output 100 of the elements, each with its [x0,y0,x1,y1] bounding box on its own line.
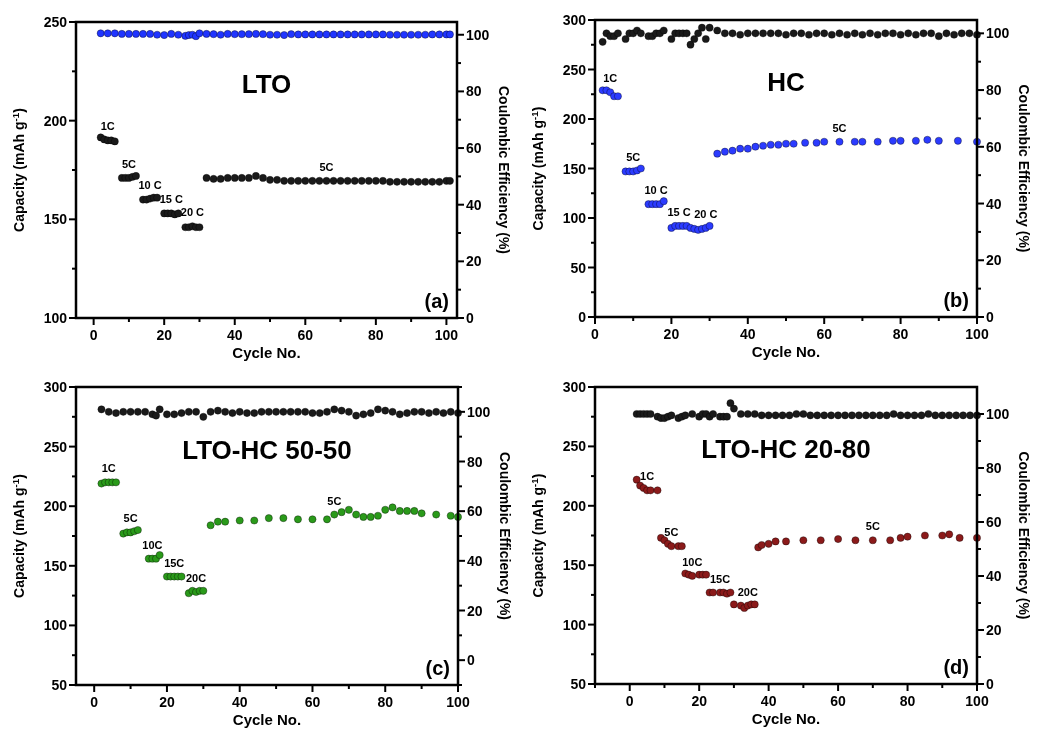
y-tick-label: 300 [562,379,587,395]
x-tick-label: 20 [691,693,708,709]
y-tick-label: 100 [562,210,587,226]
x-tick-label: 80 [368,327,384,343]
annotation: (b) [943,289,969,311]
x-axis-title: Cycle No. [751,710,821,727]
y2-tick-label: 80 [466,83,482,100]
y2-axis-title: Coulombic Efficiency (%) [497,451,513,621]
y2-tick-label: 20 [986,252,1002,269]
y2-tick-label: 20 [986,622,1002,638]
y-tick-label: 150 [562,557,587,574]
x-tick-label: 100 [434,327,459,343]
y2-tick-label: 0 [986,676,994,692]
annotation: 5C [626,151,641,164]
x-tick-label: 0 [625,693,634,709]
x-tick-label: 60 [297,327,314,343]
y-tick-label: 250 [562,438,587,455]
y2-tick-label: 20 [466,253,482,270]
annotation: 10C [682,555,703,568]
y2-tick-label: 100 [466,26,490,43]
annotation: 15 C [159,193,183,206]
y2-tick-label: 0 [467,652,475,669]
annotation: 5C [123,512,138,525]
y2-tick-label: 80 [986,460,1002,476]
x-tick-label: 0 [591,326,600,342]
annotation: 1C [100,120,115,133]
x-tick-label: 20 [159,694,175,710]
annotation: 5C [319,160,334,173]
annotation: 15C [164,556,185,569]
y-tick-label: 250 [43,14,68,30]
annotation: (d) [943,656,969,678]
annotation: 10C [142,538,163,551]
y2-tick-label: 60 [466,140,482,157]
y-tick-label: 300 [562,12,587,28]
y-tick-label: 200 [562,111,587,127]
text: LTO-HC 20-80 [701,434,871,465]
annotation: 1C [640,470,655,483]
x-tick-label: 60 [830,693,847,709]
annotation: 1C [603,72,618,85]
annotation: 10 C [644,184,668,197]
y-tick-label: 100 [43,310,68,326]
y2-tick-label: 100 [986,25,1010,42]
y-tick-label: 0 [578,309,587,325]
x-tick-label: 40 [760,693,777,709]
x-tick-label: 80 [892,326,909,342]
annotation: (a) [424,290,449,312]
annotation: 5C [832,121,847,134]
text: HC [767,67,805,98]
annotation: 5C [664,526,679,539]
y-tick-label: 50 [570,676,587,692]
y2-tick-label: 40 [466,196,482,213]
x-tick-label: 80 [377,694,394,710]
annotation: 20C [737,585,758,598]
x-tick-label: 0 [89,327,98,343]
y-tick-label: 150 [562,160,587,177]
y2-tick-label: 100 [986,406,1010,422]
annotation: 20 C [180,206,205,219]
annotation: 10 C [138,178,162,191]
x-tick-label: 100 [446,694,470,710]
annotation: 20 C [694,207,718,220]
y-tick-label: 100 [562,616,587,633]
y-tick-label: 200 [562,497,587,514]
x-tick-label: 20 [663,326,680,342]
annotation: 15C [709,572,731,585]
y-tick-label: 200 [43,112,68,129]
x-tick-label: 100 [965,693,989,709]
y2-tick-label: 60 [467,503,483,520]
x-axis-title: Cycle No. [751,343,821,360]
x-tick-label: 100 [965,326,989,342]
y-tick-label: 250 [43,438,68,455]
annotation: 5C [121,157,136,170]
y-tick-label: 100 [43,617,68,634]
text: LTO [241,69,292,100]
x-tick-label: 60 [816,326,833,342]
y2-tick-label: 60 [986,514,1002,530]
y-tick-label: 50 [51,677,68,693]
x-tick-label: 20 [156,327,173,343]
x-axis-title: Cycle No. [232,711,302,728]
text: LTO-HC 50-50 [182,434,352,465]
y2-tick-label: 0 [466,310,474,326]
y2-axis-title: Coulombic Efficiency (%) [1016,84,1032,253]
y2-tick-label: 100 [467,403,491,420]
y-tick-label: 250 [562,61,587,78]
y-tick-label: 150 [43,557,68,574]
y2-tick-label: 0 [986,309,994,325]
x-tick-label: 80 [899,693,916,709]
y-tick-label: 150 [43,211,68,228]
y2-tick-label: 20 [467,602,483,619]
y2-tick-label: 60 [986,138,1002,155]
annotation: 5C [327,494,342,507]
x-tick-label: 0 [90,694,99,710]
x-tick-label: 40 [231,694,248,710]
y2-axis-title: Coulombic Efficiency (%) [496,85,512,255]
y2-tick-label: 40 [467,552,483,569]
x-tick-label: 40 [740,326,756,342]
annotation: 15 C [667,205,691,218]
annotation: 5C [865,520,880,533]
annotation: (c) [425,657,450,679]
y2-tick-label: 80 [986,82,1002,99]
x-tick-label: 40 [226,327,243,343]
